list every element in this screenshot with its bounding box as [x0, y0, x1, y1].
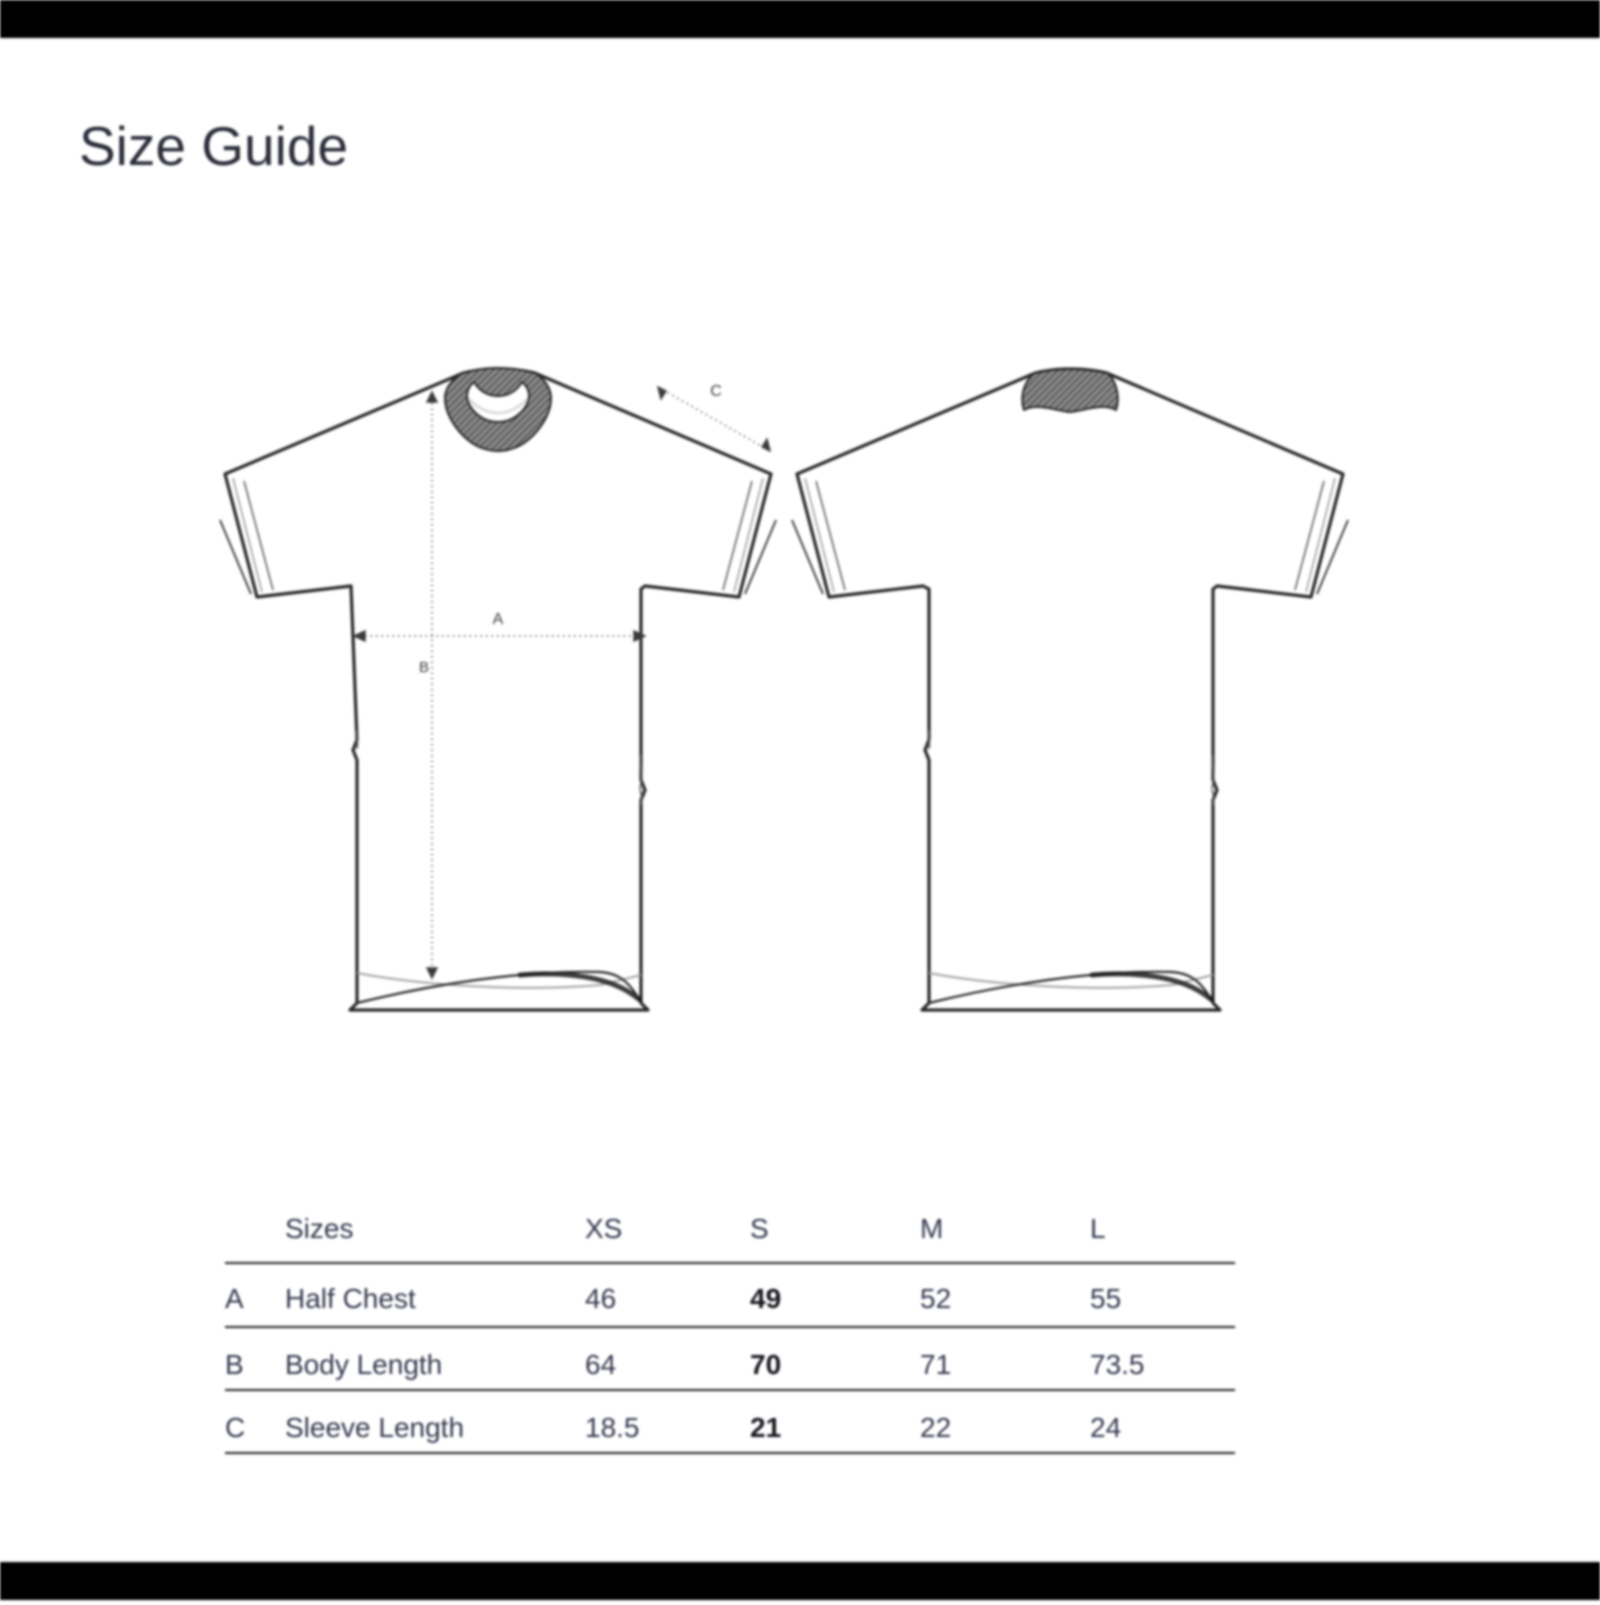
svg-text:C: C — [710, 383, 722, 400]
svg-text:A: A — [493, 611, 504, 628]
svg-text:B: B — [419, 659, 429, 676]
